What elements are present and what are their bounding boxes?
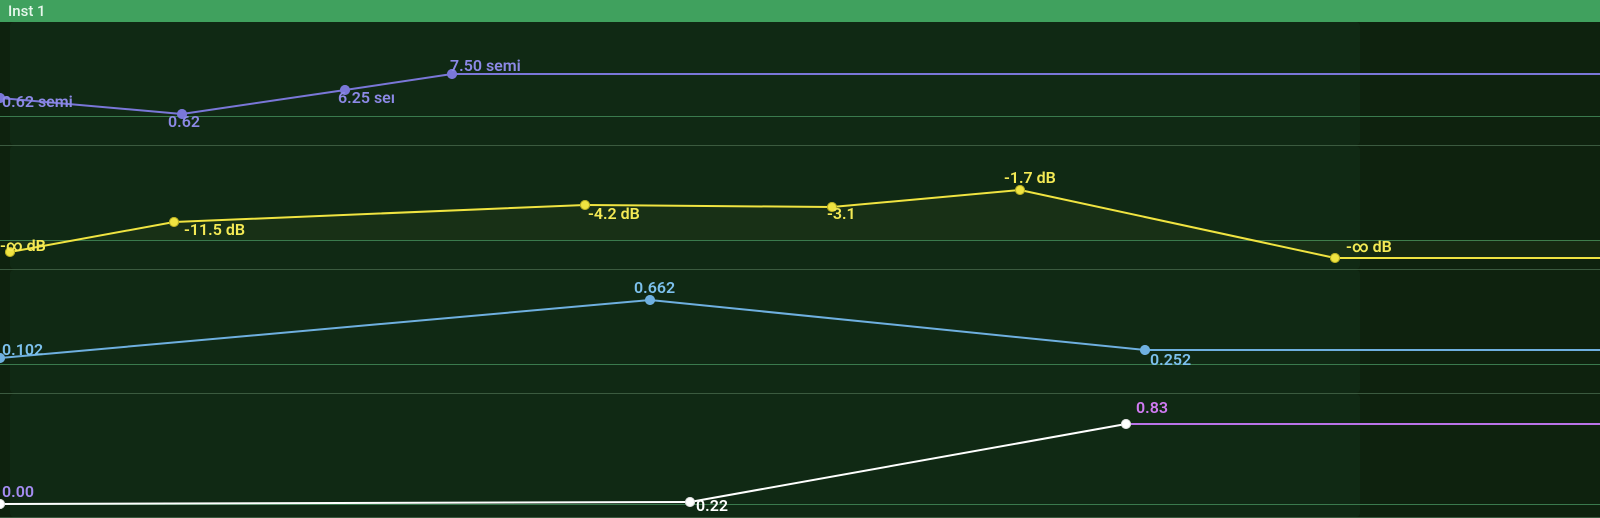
automation-curve[interactable] [0, 394, 1600, 517]
automation-node[interactable] [1330, 253, 1340, 263]
automation-node[interactable] [685, 497, 695, 507]
automation-lanes: 0.62 semi0.626.25 seı7.50 semi-∞ dB-11.5… [0, 22, 1600, 518]
automation-node[interactable] [177, 109, 187, 119]
automation-node[interactable] [169, 217, 179, 227]
automation-node[interactable] [1140, 345, 1150, 355]
automation-node[interactable] [827, 202, 837, 212]
automation-node[interactable] [580, 200, 590, 210]
automation-lane-param-b[interactable]: 0.000.220.83 [0, 394, 1600, 518]
track-titlebar[interactable]: Inst 1 [0, 0, 1600, 22]
automation-curve[interactable] [0, 22, 1600, 145]
automation-lane-pitch[interactable]: 0.62 semi0.626.25 seı7.50 semi [0, 22, 1600, 146]
automation-node[interactable] [5, 247, 15, 257]
automation-lane-param-a[interactable]: 0.1020.6620.252 [0, 270, 1600, 394]
automation-node[interactable] [645, 295, 655, 305]
automation-curve[interactable] [0, 146, 1600, 269]
automation-node[interactable] [447, 69, 457, 79]
automation-node[interactable] [340, 85, 350, 95]
automation-node[interactable] [1121, 419, 1131, 429]
automation-curve[interactable] [0, 270, 1600, 393]
track-title: Inst 1 [8, 2, 46, 20]
automation-lane-volume[interactable]: -∞ dB-11.5 dB-4.2 dB-3.1-1.7 dB-∞ dB [0, 146, 1600, 270]
automation-editor: Inst 1 0.62 semi0.626.25 seı7.50 semi-∞ … [0, 0, 1600, 518]
automation-node[interactable] [1015, 185, 1025, 195]
